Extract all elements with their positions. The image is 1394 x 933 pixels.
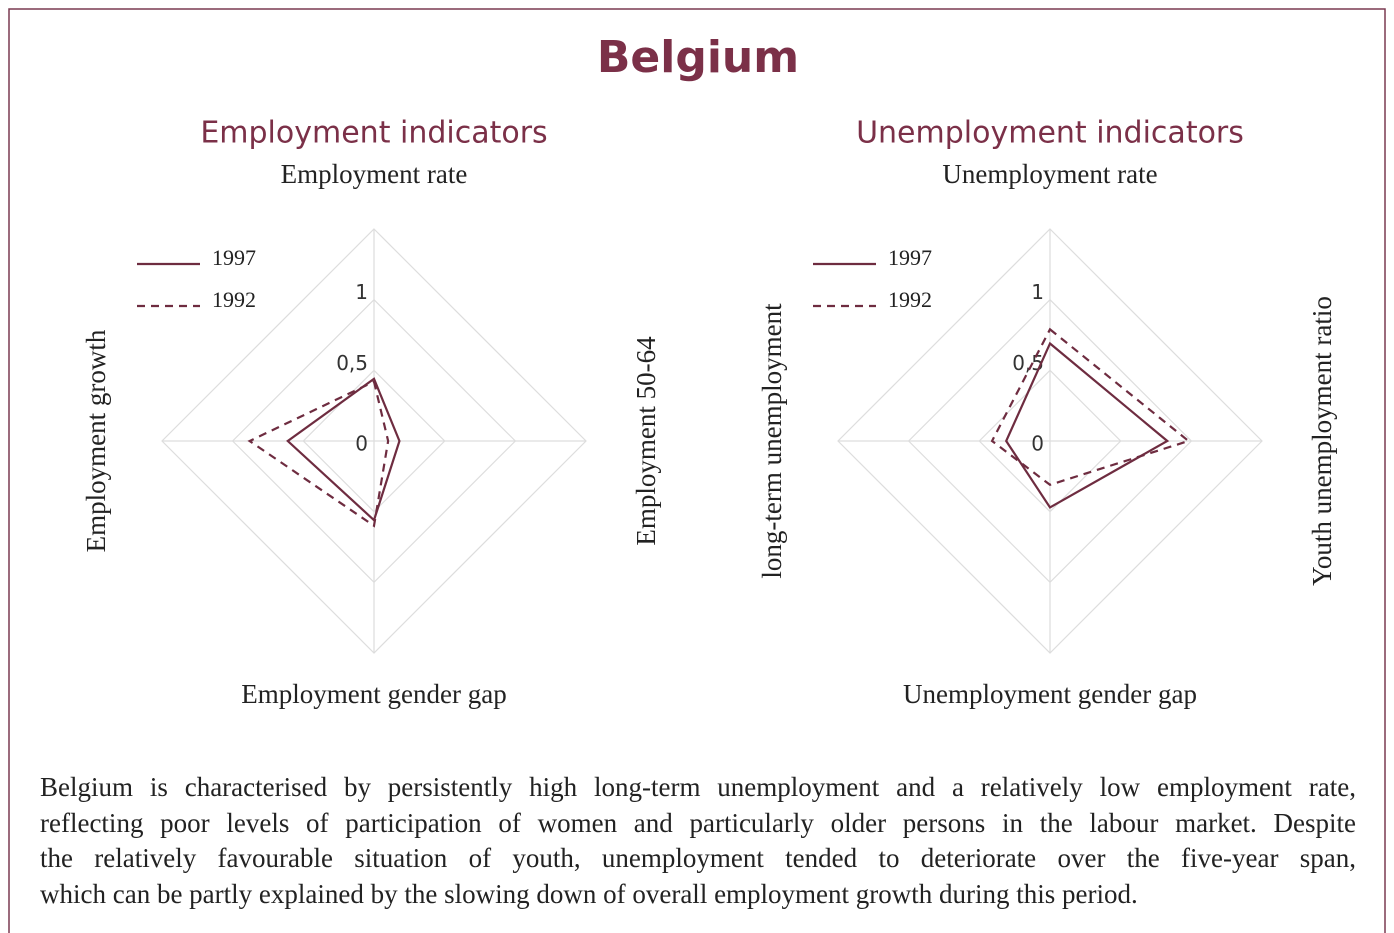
r-tick-label: 0,5 (336, 351, 368, 375)
axis-label: Employment rate (281, 159, 468, 189)
series-line (247, 380, 390, 528)
r-tick-label: 0 (1031, 432, 1044, 456)
series-line (286, 377, 401, 523)
r-tick-label: 0 (355, 432, 368, 456)
legend-label: 1997 (888, 245, 932, 270)
axis-label: Youth unemployment ratio (1307, 296, 1337, 586)
series-line (1004, 341, 1170, 509)
r-tick-label: 1 (355, 280, 368, 304)
r-tick-label: 0,5 (1012, 351, 1044, 375)
legend-label: 1992 (212, 287, 256, 312)
caption-line: the relatively favourable situation of y… (40, 843, 1356, 873)
caption-line: reflecting poor levels of participation … (40, 807, 1356, 838)
frame (8, 8, 1386, 933)
axis-label: Unemployment gender gap (903, 679, 1197, 709)
chart-title: Employment indicators (200, 116, 547, 151)
page-title: Belgium (597, 32, 799, 83)
legend-label: 1997 (212, 245, 256, 270)
r-tick-label: 1 (1031, 280, 1044, 304)
axis-label: long-term unemployment (757, 303, 787, 579)
legend-label: 1992 (888, 287, 932, 312)
caption: Belgium is characterised by persistently… (40, 770, 1356, 912)
axis-label: Unemployment rate (942, 159, 1157, 189)
chart-title: Unemployment indicators (856, 116, 1244, 151)
caption-line: Belgium is characterised by persistently… (40, 772, 1356, 802)
axis-label: Employment gender gap (241, 679, 506, 709)
axis-label: Employment growth (81, 329, 111, 552)
axis-label: Employment 50-64 (631, 336, 661, 546)
series-line (990, 327, 1191, 487)
caption-line: which can be partly explained by the slo… (40, 878, 1138, 909)
